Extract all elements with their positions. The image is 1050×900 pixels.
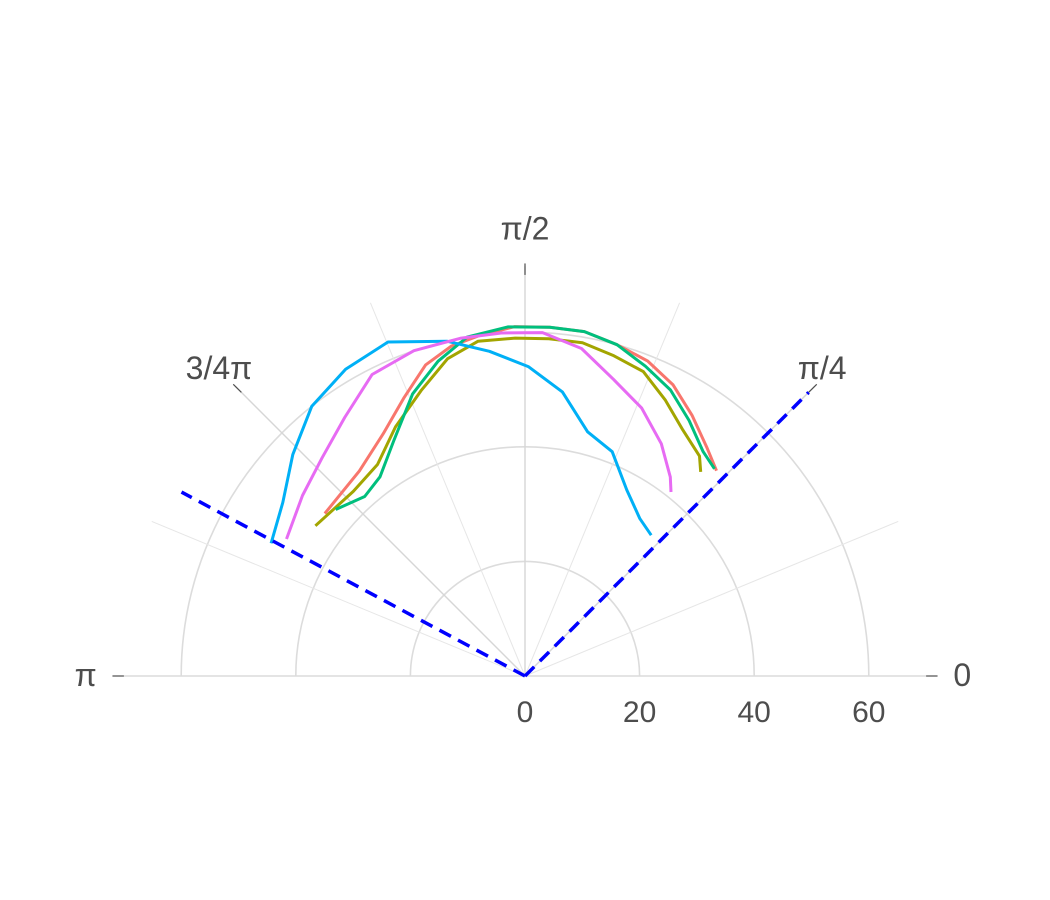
r-tick-label: 40	[738, 696, 771, 729]
r-tick-label: 60	[852, 696, 885, 729]
theta-tick-label: π/2	[501, 211, 550, 247]
r-tick-label: 20	[623, 696, 656, 729]
minor-angle-gridline	[524, 302, 681, 677]
theta-tick-mark	[232, 383, 242, 393]
series-line-2	[314, 336, 703, 527]
reference-line-1	[523, 391, 810, 678]
theta-tick-mark	[808, 383, 818, 393]
reference-line-2	[180, 490, 526, 678]
series-line-5	[285, 331, 673, 540]
major-angle-gridline	[234, 385, 526, 677]
reference-lines	[180, 391, 810, 678]
minor-angle-gridline	[524, 520, 899, 677]
series-lines	[269, 325, 718, 544]
theta-tick-label: π/4	[798, 350, 847, 386]
series-line-3	[335, 325, 716, 511]
series-line-4	[269, 339, 653, 544]
r-tick-label: 0	[517, 696, 534, 729]
minor-angle-gridline	[151, 520, 526, 677]
theta-tick-label: π	[75, 657, 97, 693]
theta-tick-label: 0	[953, 657, 971, 693]
tick-labels: 0 20 40 60 0 π/4 π/2 3/4π π	[75, 211, 972, 729]
theta-tick-label: 3/4π	[186, 350, 253, 386]
minor-angle-gridline	[369, 302, 526, 677]
